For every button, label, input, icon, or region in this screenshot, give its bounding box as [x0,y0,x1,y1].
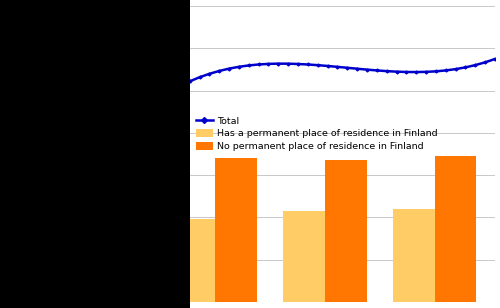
Bar [215,158,257,302]
Bar [283,211,325,302]
Bar [64,234,106,302]
Legend: Total, Has a permanent place of residence in Finland, No permanent place of resi: Total, Has a permanent place of residenc… [194,114,440,153]
Bar [434,156,476,302]
Bar [106,209,147,302]
Bar [325,160,366,302]
Bar [174,220,215,302]
Bar [393,209,434,302]
